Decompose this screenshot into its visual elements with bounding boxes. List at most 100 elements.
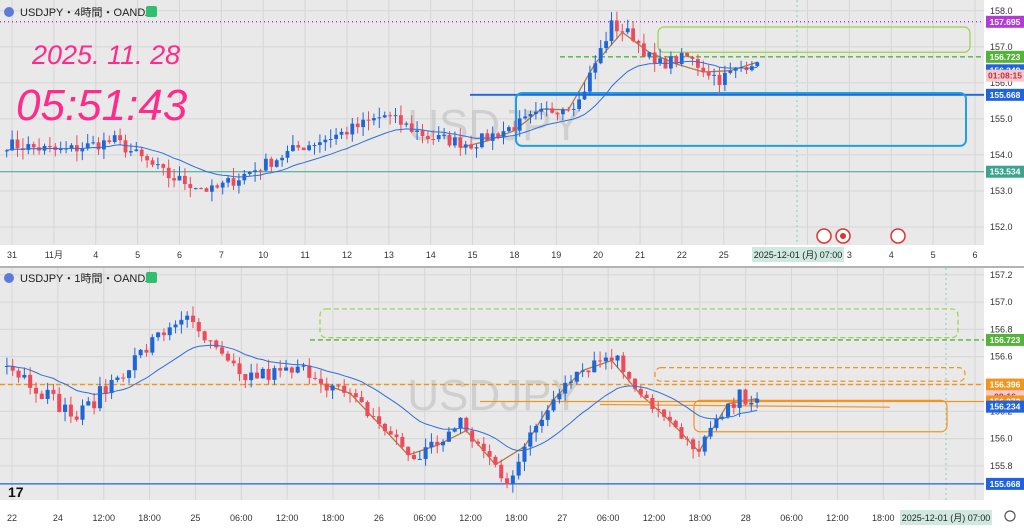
candle-body — [487, 451, 492, 457]
candle-body — [80, 148, 85, 152]
candle-body — [650, 397, 655, 410]
candle-body — [603, 357, 608, 362]
candle-body — [161, 164, 166, 168]
price-axis-bg — [984, 0, 1024, 526]
price-label: 156.723 — [990, 335, 1021, 345]
y-tick-label: 155.8 — [990, 461, 1013, 471]
candle-body — [237, 180, 241, 186]
candle-body — [394, 434, 399, 438]
candle-body — [493, 456, 498, 465]
candle-body — [355, 123, 360, 128]
candle-body — [15, 139, 20, 149]
x-tick-label: 25 — [190, 513, 200, 523]
candle-body — [644, 394, 649, 398]
candle-body — [426, 136, 430, 140]
bottom-symbol-label: USDJPY・1時間・OANDA — [20, 272, 153, 285]
candle-body — [512, 127, 517, 131]
candle-body — [550, 108, 554, 113]
candle-body — [555, 112, 560, 115]
candle-body — [190, 315, 196, 322]
candle-body — [720, 416, 725, 419]
candle-body — [446, 431, 451, 442]
candle-body — [406, 446, 411, 455]
candle-body — [592, 360, 597, 373]
candle-body — [336, 385, 341, 387]
top-symbol-header[interactable]: USDJPY・4時間・OANDA — [4, 6, 157, 19]
candle-body — [733, 67, 738, 71]
x-tick-label: 24 — [53, 513, 63, 523]
candle-body — [669, 56, 673, 69]
candle-body — [728, 70, 733, 73]
candle-body — [458, 137, 463, 148]
x-tick-label: 3 — [847, 250, 852, 260]
candle-body — [33, 387, 39, 394]
zigzag-line — [460, 31, 758, 149]
y-tick-label: 156.0 — [990, 434, 1013, 444]
candle-body — [723, 72, 727, 85]
gear-icon[interactable] — [1004, 510, 1016, 522]
candle-body — [625, 28, 630, 33]
candle-body — [91, 142, 95, 144]
candle-body — [415, 130, 419, 132]
candle-body — [48, 145, 52, 147]
x-tick-label: 20 — [593, 250, 603, 260]
us-event-icon[interactable] — [816, 228, 832, 244]
candle-body — [563, 382, 568, 394]
candle-body — [620, 31, 625, 33]
price-label: 155.668 — [990, 90, 1021, 100]
candle-body — [582, 91, 587, 100]
candle-body — [26, 144, 31, 150]
candle-body — [347, 392, 353, 394]
candle-body — [615, 20, 619, 32]
candle-body — [167, 327, 172, 336]
overlay-date: 2025. 11. 28 — [31, 40, 180, 70]
candle-body — [204, 188, 209, 192]
candle-body — [208, 340, 213, 342]
candle-body — [313, 377, 318, 379]
x-tick-label: 21 — [635, 250, 645, 260]
x-tick-label: 12:00 — [459, 513, 482, 523]
bottom-symbol-header[interactable]: USDJPY・1時間・OANDA — [4, 272, 157, 285]
candle-body — [237, 363, 242, 375]
candle-body — [68, 404, 73, 417]
y-tick-label: 157.0 — [990, 42, 1013, 52]
candle-body — [123, 140, 128, 153]
y-tick-label: 154.0 — [990, 150, 1013, 160]
candle-body — [274, 160, 279, 167]
candle-body — [685, 438, 690, 440]
candle-body — [481, 443, 486, 452]
candle-body — [510, 475, 515, 485]
top-time-label: 2025-12-01 (月) 07:00 — [754, 250, 843, 260]
candle-body — [258, 170, 263, 172]
price-label-bg — [986, 477, 1024, 490]
candle-body — [499, 464, 504, 479]
x-tick-label: 18:00 — [689, 513, 712, 523]
ma-line — [6, 60, 758, 178]
bottom-price-axis[interactable]: 155.8156.0156.2156.4156.6156.8157.0157.2… — [986, 270, 1024, 490]
us-event-icon[interactable] — [890, 228, 906, 244]
candle-body — [253, 170, 257, 172]
candle-body — [210, 185, 214, 192]
candle-body — [429, 441, 434, 448]
price-label-bg — [986, 333, 1024, 346]
candle-body — [371, 416, 376, 418]
economic-events[interactable] — [816, 228, 906, 244]
top-time-label-bg — [752, 247, 844, 262]
candle-body — [220, 182, 225, 188]
candle-body — [642, 43, 646, 57]
candle-body — [604, 41, 608, 49]
candle-body — [4, 150, 9, 152]
top-price-axis[interactable]: 152.0 153.0 154.0 155.0 156.0 157.0 158.0157.6… — [986, 6, 1024, 232]
candle-body — [45, 389, 50, 399]
candle-body — [172, 178, 176, 181]
candle-body — [92, 401, 97, 409]
candle-body — [452, 428, 457, 432]
x-tick-label: 4 — [889, 250, 894, 260]
candle-body — [278, 368, 283, 371]
candle-body — [577, 99, 581, 109]
candle-body — [496, 133, 500, 138]
candle-body — [528, 432, 533, 447]
candle-body — [301, 365, 306, 367]
top-drawings — [0, 21, 984, 173]
